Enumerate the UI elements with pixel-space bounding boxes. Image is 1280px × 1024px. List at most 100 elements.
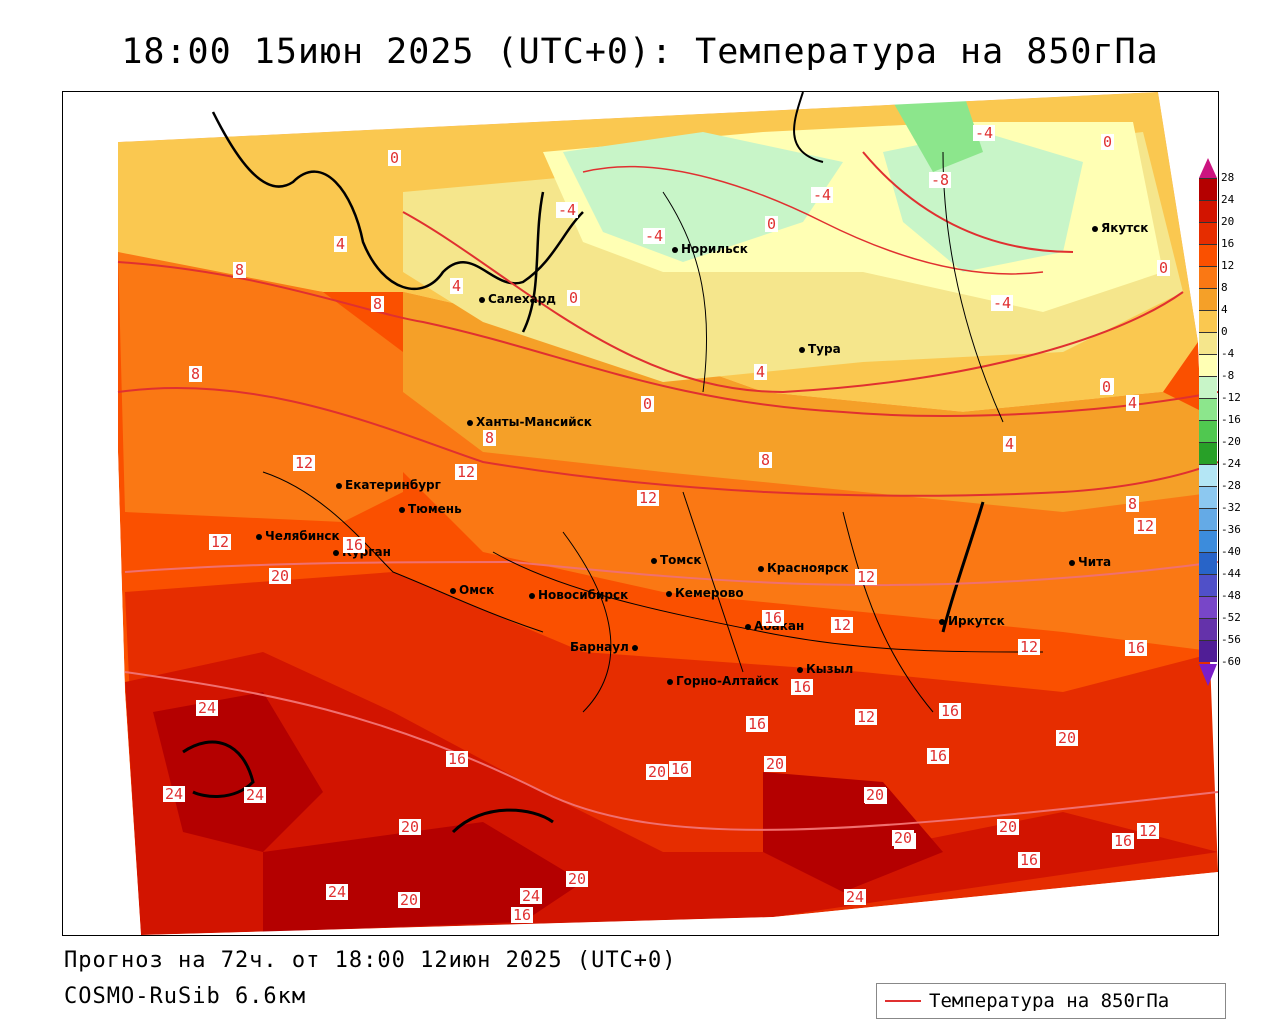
colorbar-tick-label: 20 <box>1221 215 1235 228</box>
colorbar-tick-label: 4 <box>1221 303 1228 316</box>
colorbar-top-arrow <box>1199 158 1217 178</box>
contour-label: 12 <box>855 708 878 726</box>
colorbar-tick-label: 28 <box>1221 171 1235 184</box>
contour-label: 12 <box>1134 517 1157 535</box>
city-dot <box>333 549 339 556</box>
city-label: Якутск <box>1101 221 1149 235</box>
city-label: Чита <box>1078 555 1112 569</box>
colorbar-cell <box>1199 508 1217 530</box>
city-marker: Салехард <box>479 292 556 306</box>
contour-label: 16 <box>511 906 534 924</box>
city-dot <box>450 587 456 594</box>
contour-label: 20 <box>399 818 422 836</box>
city-marker: Барнаул <box>570 640 641 654</box>
colorbar-tick-label: -48 <box>1221 589 1241 602</box>
city-dot <box>399 506 405 513</box>
contour-label: -4 <box>973 124 996 142</box>
colorbar-tick-label: -16 <box>1221 413 1241 426</box>
city-label: Кызыл <box>806 662 854 676</box>
city-marker: Ханты-Мансийск <box>467 415 592 429</box>
city-label: Барнаул <box>570 640 629 654</box>
map-canvas <box>63 92 1218 935</box>
colorbar-cell <box>1199 398 1217 420</box>
city-marker: Тура <box>799 342 841 356</box>
contour-label: 16 <box>939 702 962 720</box>
contour-label: 0 <box>765 215 779 233</box>
city-marker: Томск <box>651 553 702 567</box>
contour-label: 20 <box>892 829 915 847</box>
contour-label: 4 <box>754 363 768 381</box>
contour-label: 16 <box>1018 851 1041 869</box>
colorbar-tick-label: -20 <box>1221 435 1241 448</box>
contour-label: 8 <box>1126 495 1140 513</box>
city-label: Иркутск <box>948 614 1005 628</box>
colorbar-cell <box>1199 222 1217 244</box>
colorbar-tick-label: -12 <box>1221 391 1241 404</box>
contour-label: 20 <box>764 755 787 773</box>
contour-label: 16 <box>746 715 769 733</box>
city-marker: Красноярск <box>758 561 849 575</box>
contour-label: 12 <box>855 568 878 586</box>
contour-label: 12 <box>455 463 478 481</box>
city-label: Челябинск <box>265 529 340 543</box>
contour-label: 24 <box>844 888 867 906</box>
contour-label: 8 <box>189 365 203 383</box>
contour-label: 24 <box>326 883 349 901</box>
city-label: Томск <box>660 553 702 567</box>
city-dot <box>336 482 342 489</box>
contour-label: 8 <box>371 295 385 313</box>
contour-label: 16 <box>446 750 469 768</box>
colorbar-bottom-arrow <box>1199 664 1217 686</box>
colorbar-cell <box>1199 486 1217 508</box>
contour-label: 12 <box>209 533 232 551</box>
city-dot <box>666 590 672 597</box>
contour-label: -8 <box>929 171 952 189</box>
legend-line-swatch <box>885 1000 921 1002</box>
colorbar-cell <box>1199 354 1217 376</box>
colorbar-cell <box>1199 332 1217 354</box>
city-marker: Новосибирск <box>529 588 628 602</box>
city-dot <box>651 557 657 564</box>
contour-label: 20 <box>1056 729 1079 747</box>
colorbar-cell <box>1199 464 1217 486</box>
city-marker: Омск <box>450 583 494 597</box>
city-dot <box>529 592 535 599</box>
city-dot <box>1069 559 1075 566</box>
page-title: 18:00 15июн 2025 (UTC+0): Температура на… <box>121 32 1159 72</box>
contour-label: -4 <box>991 294 1014 312</box>
colorbar-cell <box>1199 288 1217 310</box>
colorbar-tick-label: 8 <box>1221 281 1228 294</box>
contour-label: 8 <box>759 451 773 469</box>
colorbar-tick-label: -40 <box>1221 545 1241 558</box>
city-dot <box>939 618 945 625</box>
colorbar-cell <box>1199 596 1217 618</box>
city-marker: Чита <box>1069 555 1111 569</box>
city-label: Тюмень <box>408 502 462 516</box>
colorbar-tick-label: 12 <box>1221 259 1235 272</box>
city-dot <box>745 623 751 630</box>
contour-label: 0 <box>1157 259 1171 277</box>
colorbar-tick-label: -4 <box>1221 347 1235 360</box>
city-label: Горно-Алтайск <box>676 674 779 688</box>
contour-label: 4 <box>334 235 348 253</box>
contour-label: -4 <box>811 186 834 204</box>
city-dot <box>799 346 805 353</box>
contour-label: 16 <box>343 536 366 554</box>
temperature-map: Норильск Якутск Салехард Тура Ханты-Манс… <box>62 91 1219 936</box>
contour-label: -4 <box>556 201 579 219</box>
contour-label: 24 <box>244 786 267 804</box>
city-marker: Тюмень <box>399 502 462 516</box>
city-label: Омск <box>459 583 495 597</box>
colorbar-cell <box>1199 420 1217 442</box>
contour-label: -4 <box>643 227 666 245</box>
contour-label: 0 <box>641 395 655 413</box>
city-label: Красноярск <box>767 561 849 575</box>
colorbar-cell <box>1199 640 1217 662</box>
contour-label: 16 <box>927 747 950 765</box>
contour-label: 12 <box>831 616 854 634</box>
colorbar-tick-label: -8 <box>1221 369 1235 382</box>
colorbar-tick-label: -60 <box>1221 655 1241 668</box>
city-dot <box>797 666 803 673</box>
city-label: Салехард <box>488 292 556 306</box>
city-dot <box>667 678 673 685</box>
